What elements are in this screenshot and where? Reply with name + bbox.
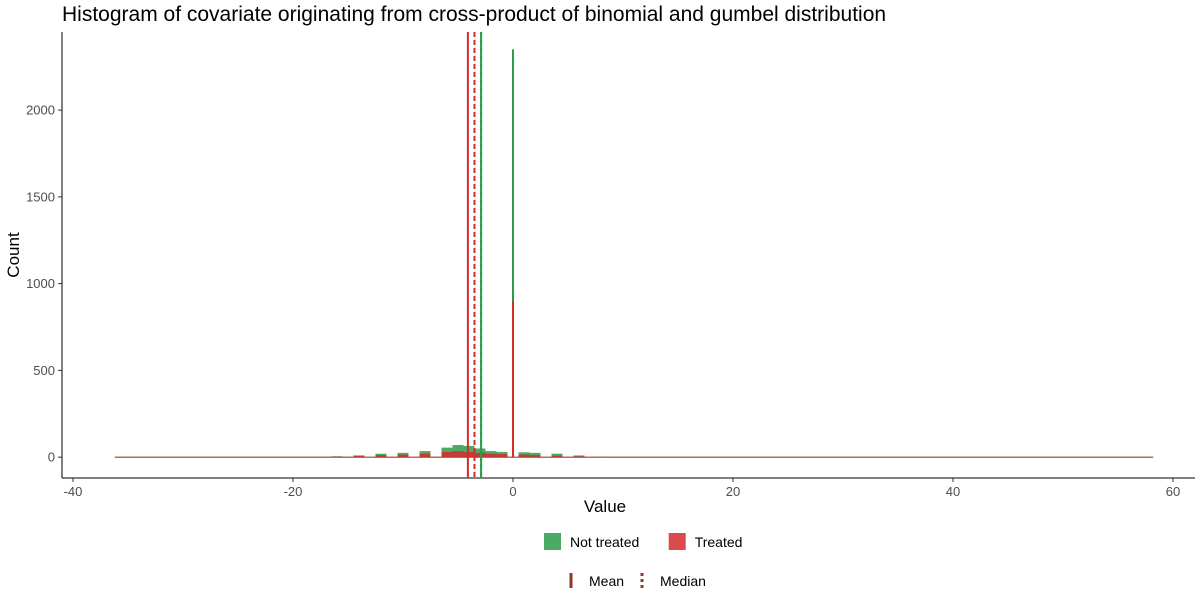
legend-swatch-not-treated <box>544 533 561 550</box>
axes <box>61 32 1195 479</box>
legend-label-treated: Treated <box>695 534 743 550</box>
not-treated-bar <box>529 452 541 458</box>
x-tick-label: 60 <box>1166 484 1180 499</box>
treated-bar <box>419 453 431 458</box>
x-axis-title: Value <box>584 497 626 516</box>
x-tick-label: 40 <box>946 484 960 499</box>
chart-title: Histogram of covariate originating from … <box>62 3 886 26</box>
not-treated-bar <box>551 453 563 458</box>
y-tick-label: 1000 <box>26 276 55 291</box>
legend-label-mean: Mean <box>589 573 624 589</box>
treated-bar <box>441 451 453 458</box>
treated-bar <box>474 452 486 458</box>
y-ticks: 0 500 1000 1500 2000 <box>26 103 62 465</box>
treated-bar <box>353 455 365 458</box>
x-ticks: -40 -20 0 20 40 60 <box>64 478 1180 499</box>
legend-label-not-treated: Not treated <box>570 534 639 550</box>
y-tick-label: 0 <box>48 450 55 465</box>
treated-bar <box>573 456 585 458</box>
y-tick-label: 1500 <box>26 189 55 204</box>
legend-swatch-treated <box>668 533 686 550</box>
treated-bar <box>331 456 343 458</box>
treated-bar <box>485 453 497 458</box>
x-tick-label: 20 <box>726 484 740 499</box>
x-tick-label: 0 <box>509 484 516 499</box>
legend-fill: Not treated Treated <box>544 533 742 550</box>
x-tick-label: -40 <box>64 484 83 499</box>
legend-label-median: Median <box>660 573 706 589</box>
treated-bar <box>375 455 387 458</box>
not-treated-bar <box>474 448 486 458</box>
treated-bar <box>595 456 607 458</box>
x-tick-label: -20 <box>284 484 303 499</box>
treated-bar <box>452 451 464 458</box>
treated-bar <box>529 455 541 458</box>
treated-bar <box>463 451 475 458</box>
legend-lines: Mean Median <box>569 573 706 589</box>
y-axis-title: Count <box>4 232 23 278</box>
y-tick-label: 2000 <box>26 103 55 118</box>
not-treated-spike-bar <box>512 49 514 458</box>
treated-spike-bar <box>512 300 514 458</box>
treated-bar <box>551 455 563 458</box>
plot-marks <box>114 32 1154 478</box>
treated-bar <box>496 454 508 458</box>
treated-bar <box>397 454 409 458</box>
treated-bar <box>518 454 530 458</box>
y-tick-label: 500 <box>33 363 55 378</box>
not-treated-bar <box>463 445 475 458</box>
